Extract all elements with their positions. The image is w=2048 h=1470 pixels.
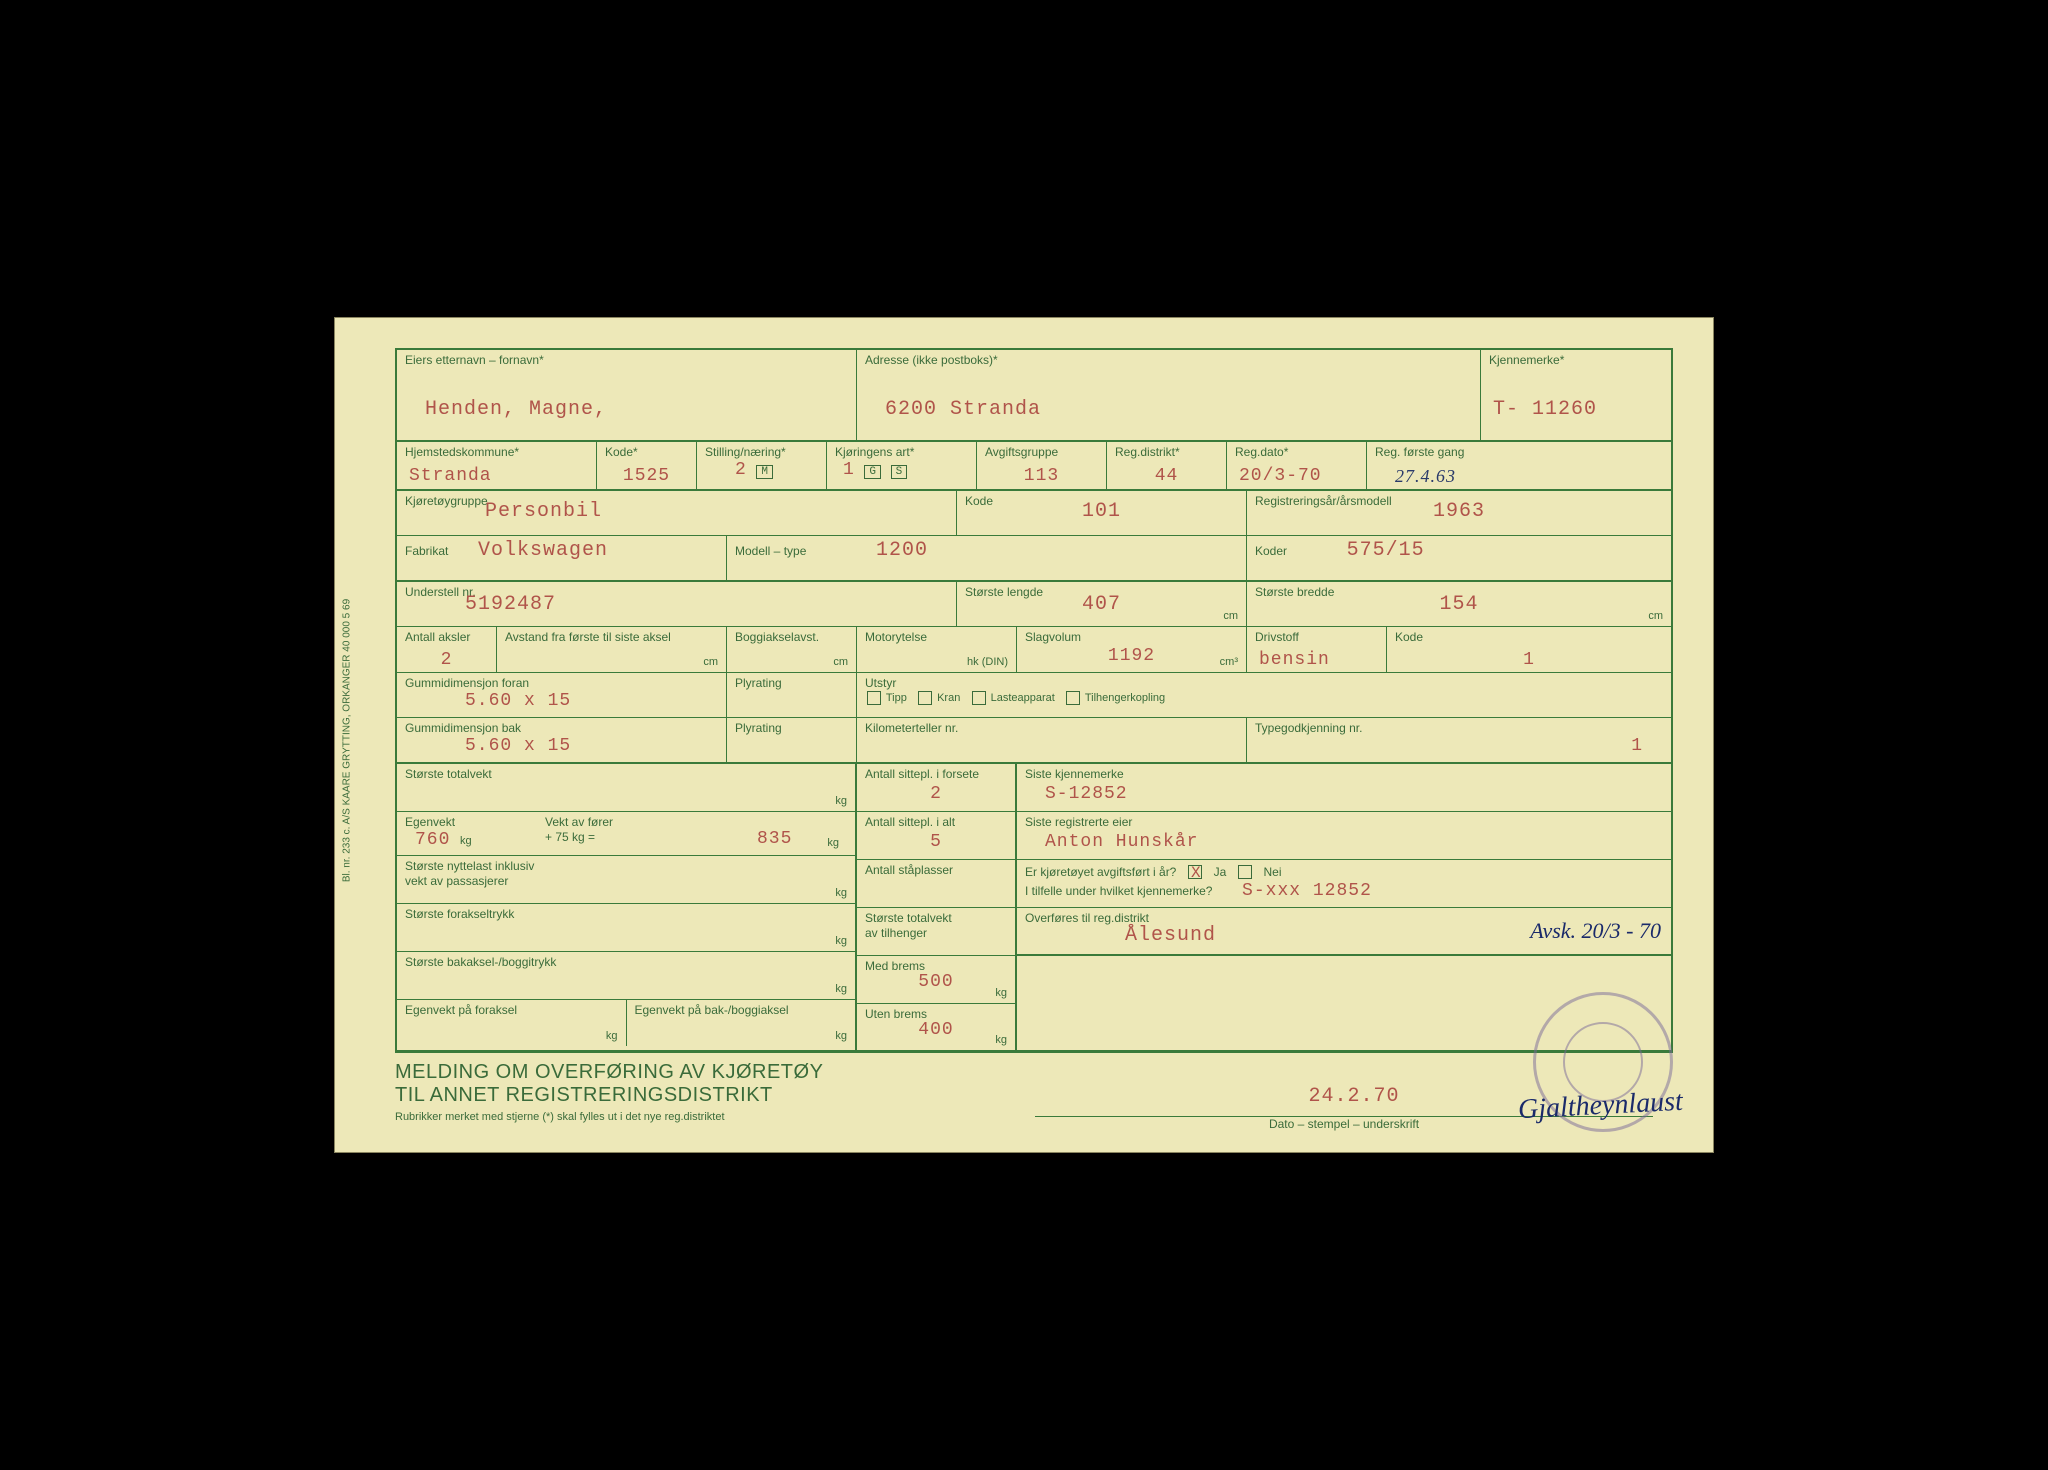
kode6-label: Kode <box>1395 630 1663 644</box>
forer-label: Vekt av fører + 75 kg = <box>545 815 737 844</box>
forste-label: Reg. første gang <box>1375 445 1663 459</box>
art-box-g: G <box>864 465 881 479</box>
tilhenger-label: Tilhengerkopling <box>1085 691 1165 703</box>
footer-sub: Rubrikker merket med stjerne (*) skal fy… <box>395 1111 1015 1123</box>
drivstoff: bensin <box>1255 644 1378 670</box>
forste-gang: 27.4.63 <box>1375 460 1663 487</box>
address-label: Adresse (ikke postboks)* <box>865 353 1472 367</box>
distrikt-label: Reg.distrikt* <box>1115 445 1218 459</box>
egenvekt: 760 <box>405 824 450 850</box>
ply-label: Plyrating <box>735 676 848 690</box>
nyttelast-label: Største nyttelast inklusiv vekt av passa… <box>405 859 847 888</box>
avgift-label: Avgiftsgruppe <box>985 445 1098 459</box>
footer: MELDING OM OVERFØRING AV KJØRETØY TIL AN… <box>395 1053 1673 1131</box>
totalvekt-label: Største totalvekt <box>405 767 847 781</box>
owner-name-label: Eiers etternavn – fornavn* <box>405 353 848 367</box>
avstand-label: Avstand fra første til siste aksel <box>505 630 718 644</box>
laste-label: Lasteapparat <box>991 691 1055 703</box>
kode-label: Kode* <box>605 445 688 459</box>
kg-2: kg <box>827 837 839 849</box>
hand-note: Avsk. 20/3 - 70 <box>1530 918 1661 944</box>
hk-unit: hk (DIN) <box>967 656 1008 668</box>
form-grid: Eiers etternavn – fornavn* Henden, Magne… <box>395 348 1673 1053</box>
kg-9: kg <box>995 1034 1007 1046</box>
distrikt: 44 <box>1115 460 1218 486</box>
sta-label: Antall ståplasser <box>865 863 1007 877</box>
fabrikat: Volkswagen <box>458 533 608 562</box>
drivstoff-label: Drivstoff <box>1255 630 1378 644</box>
tilhenger-checkbox[interactable] <box>1066 691 1080 705</box>
fabrikat-label: Fabrikat <box>405 544 448 558</box>
km-label: Kilometerteller nr. <box>865 721 1238 735</box>
tipp-label: Tipp <box>886 691 907 703</box>
footer-title-1: MELDING OM OVERFØRING AV KJØRETØY <box>395 1061 1015 1084</box>
plate: T- 11260 <box>1489 368 1663 421</box>
tipp-checkbox[interactable] <box>867 691 881 705</box>
slag: 1192 <box>1025 640 1238 666</box>
avgift-q-label: Er kjøretøyet avgiftsført i år? <box>1025 865 1176 879</box>
stilling: 2 <box>705 454 747 480</box>
kg-5: kg <box>835 983 847 995</box>
cm-unit-1: cm <box>1223 610 1238 622</box>
cm-unit-2: cm <box>1648 610 1663 622</box>
plate-label: Kjennemerke* <box>1489 353 1663 367</box>
laste-checkbox[interactable] <box>972 691 986 705</box>
cm3-unit: cm³ <box>1220 656 1238 668</box>
boggi-label: Boggiakselavst. <box>735 630 848 644</box>
art-box-s: S <box>891 465 908 479</box>
art: 1 <box>835 454 855 480</box>
ja-checkbox[interactable]: X <box>1188 865 1202 879</box>
koder: 575/15 <box>1297 533 1425 562</box>
kg-4: kg <box>835 935 847 947</box>
kg-1: kg <box>835 795 847 807</box>
kommune-label: Hjemstedskommune* <box>405 445 588 459</box>
kg-3: kg <box>835 887 847 899</box>
kode: 1525 <box>605 460 688 486</box>
kran-checkbox[interactable] <box>918 691 932 705</box>
kode3: 101 <box>965 494 1238 523</box>
avgift: 113 <box>985 460 1098 486</box>
aksler: 2 <box>405 644 488 670</box>
print-reference: Bl. nr. 233 c. A/S KAARE GRYTTING, ORKAN… <box>342 599 353 882</box>
kg-7: kg <box>835 1030 847 1042</box>
egen-bak-label: Egenvekt på bak-/boggiaksel <box>635 1003 848 1017</box>
aksler-label: Antall aksler <box>405 630 488 644</box>
address: 6200 Stranda <box>865 368 1472 421</box>
kg-8: kg <box>995 987 1007 999</box>
bakaksel-label: Største bakaksel-/boggitrykk <box>405 955 847 969</box>
cm-unit-4: cm <box>833 656 848 668</box>
ytelse-label: Motorytelse <box>865 630 1008 644</box>
koder-label: Koder <box>1255 544 1287 558</box>
kran-label: Kran <box>937 691 960 703</box>
foraksel-label: Største forakseltrykk <box>405 907 847 921</box>
cm-unit-3: cm <box>703 656 718 668</box>
utstyr-label: Utstyr <box>865 676 1663 690</box>
egen-for-label: Egenvekt på foraksel <box>405 1003 618 1017</box>
stilling-box: M <box>756 465 773 479</box>
registration-card: Bl. nr. 233 c. A/S KAARE GRYTTING, ORKAN… <box>334 317 1714 1152</box>
kommune: Stranda <box>405 460 588 486</box>
tilfelle-val: S-xxx 12852 <box>1222 875 1372 901</box>
kg-6: kg <box>606 1030 618 1042</box>
modell: 1200 <box>816 533 928 562</box>
regdato-label: Reg.dato* <box>1235 445 1358 459</box>
regdato: 20/3-70 <box>1235 460 1358 486</box>
understell: 5192487 <box>405 587 948 616</box>
ply2-label: Plyrating <box>735 721 848 735</box>
kode6: 1 <box>1395 644 1663 670</box>
footer-title-2: TIL ANNET REGISTRERINGSDISTRIKT <box>395 1084 1015 1107</box>
modell-label: Modell – type <box>735 544 806 558</box>
tilhenger-tot-label: Største totalvekt av tilhenger <box>865 911 1007 940</box>
owner-name: Henden, Magne, <box>405 368 848 421</box>
tilfelle-label: I tilfelle under hvilket kjennemerke? <box>1025 884 1212 898</box>
